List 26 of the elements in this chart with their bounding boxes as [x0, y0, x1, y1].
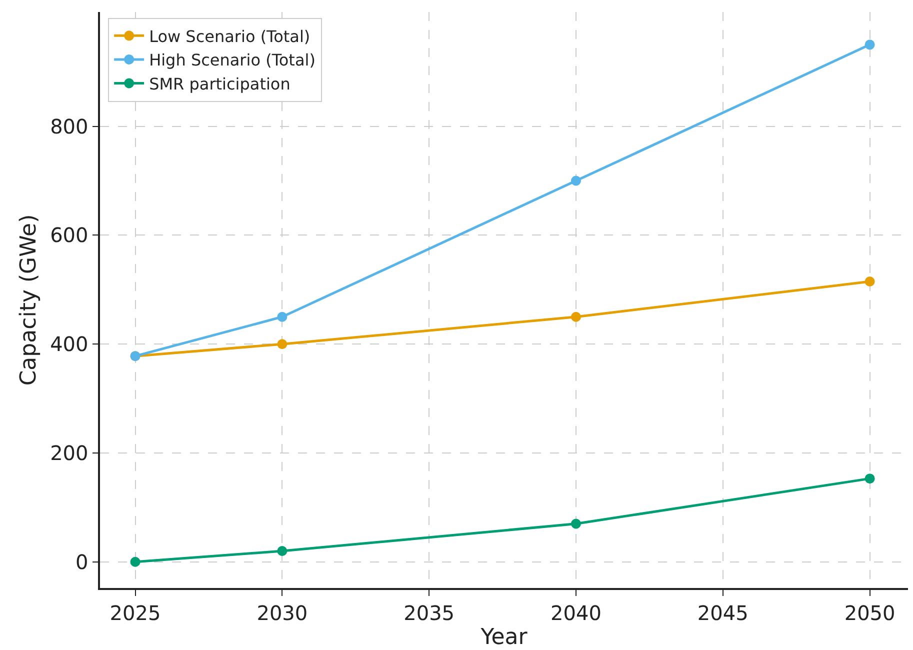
y-tick-label: 400	[50, 332, 88, 356]
x-tick-label: 2030	[256, 600, 308, 625]
y-tick-label: 200	[50, 440, 88, 465]
point	[864, 40, 875, 50]
x-tick-label: 2045	[697, 600, 748, 625]
point	[277, 339, 288, 350]
legend-label: SMR participation	[149, 74, 290, 94]
point	[864, 276, 875, 286]
x-axis-title: Year	[480, 625, 528, 650]
point	[570, 518, 581, 529]
y-tick-label: 800	[50, 114, 88, 138]
x-tick-label: 2040	[550, 600, 602, 625]
point	[570, 176, 581, 186]
y-tick-label: 0	[76, 550, 88, 574]
point	[864, 474, 875, 484]
point	[570, 312, 581, 322]
legend-label: High Scenario (Total)	[149, 50, 316, 70]
point	[277, 546, 288, 556]
legend-label: Low Scenario (Total)	[149, 26, 310, 46]
x-tick-label: 2035	[404, 600, 455, 625]
x-tick-label: 2050	[844, 600, 896, 625]
point	[130, 556, 140, 567]
y-axis-title: Capacity (GWe)	[16, 214, 42, 386]
y-tick-label: 600	[50, 223, 88, 248]
x-tick-label: 2025	[110, 600, 161, 625]
point	[277, 312, 288, 322]
